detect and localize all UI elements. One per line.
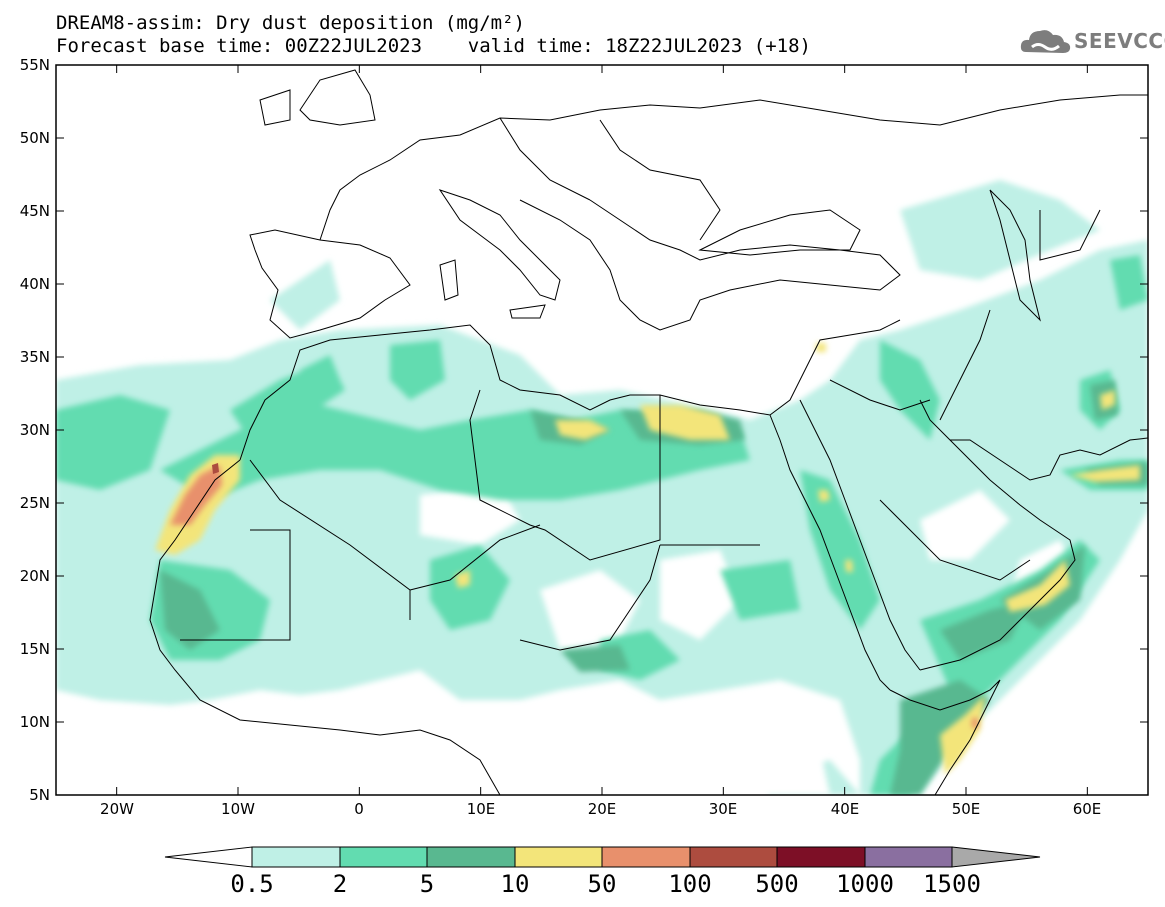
coastlines-and-borders <box>149 69 1148 795</box>
lat-tick-15N: 15N <box>20 640 50 658</box>
colorbar-label-2: 2 <box>333 870 347 898</box>
lon-tick-50E: 50E <box>952 800 981 818</box>
colorbar-bin-50-100 <box>601 846 691 868</box>
lon-tick-20E: 20E <box>588 800 617 818</box>
lat-tick-10N: 10N <box>20 713 50 731</box>
colorbar-label-1500: 1500 <box>923 870 981 898</box>
colorbar-label-50: 50 <box>588 870 617 898</box>
colorbar-label-5: 5 <box>420 870 434 898</box>
lat-tick-20N: 20N <box>20 567 50 585</box>
lat-tick-40N: 40N <box>20 275 50 293</box>
lon-tick-0: 0 <box>354 800 364 818</box>
map-field <box>56 65 1148 795</box>
latitude-labels: 55N 50N 45N 40N 35N 30N 25N 20N 15N 10N … <box>20 56 50 804</box>
logo-text: SEEVCCC <box>1074 29 1165 53</box>
colorbar: 0.5 2 5 10 50 100 500 1000 1500 <box>164 846 1041 898</box>
lon-tick-40E: 40E <box>831 800 860 818</box>
forecast-time-subtitle: Forecast base time: 00Z22JUL2023 valid t… <box>56 35 811 57</box>
colorbar-over-arrow <box>951 846 1041 868</box>
colorbar-bin-5-10 <box>426 846 516 868</box>
colorbar-bin-1000-1500 <box>864 846 953 868</box>
colorbar-label-100: 100 <box>668 870 711 898</box>
lat-tick-5N: 5N <box>29 786 50 804</box>
colorbar-bin-2-5 <box>339 846 428 868</box>
lat-tick-30N: 30N <box>20 421 50 439</box>
axis-ticks <box>56 64 1148 796</box>
colorbar-label-1000: 1000 <box>836 870 894 898</box>
lat-tick-45N: 45N <box>20 202 50 220</box>
colorbar-label-500: 500 <box>755 870 798 898</box>
colorbar-bin-10-50 <box>514 846 603 868</box>
colorbar-bin-500-1000 <box>776 846 866 868</box>
lon-tick-30E: 30E <box>709 800 738 818</box>
lon-tick-60E: 60E <box>1073 800 1102 818</box>
map-title: DREAM8-assim: Dry dust deposition (mg/m²… <box>56 12 525 34</box>
colorbar-under-arrow <box>164 846 253 868</box>
lat-tick-35N: 35N <box>20 348 50 366</box>
lat-tick-50N: 50N <box>20 129 50 147</box>
lon-tick-20W: 20W <box>100 800 134 818</box>
colorbar-label-0.5: 0.5 <box>230 870 273 898</box>
lon-tick-10E: 10E <box>467 800 496 818</box>
longitude-labels: 20W 10W 0 10E 20E 30E 40E 50E 60E <box>100 800 1101 818</box>
contour-100 <box>212 463 219 474</box>
seevccc-cloud-logo-icon <box>1020 30 1071 53</box>
colorbar-bin-0.5-2 <box>251 846 341 868</box>
lat-tick-55N: 55N <box>20 56 50 74</box>
colorbar-bin-100-500 <box>689 846 778 868</box>
contour-50 <box>170 465 978 728</box>
lon-tick-10W: 10W <box>221 800 255 818</box>
colorbar-label-10: 10 <box>501 870 530 898</box>
lat-tick-25N: 25N <box>20 494 50 512</box>
